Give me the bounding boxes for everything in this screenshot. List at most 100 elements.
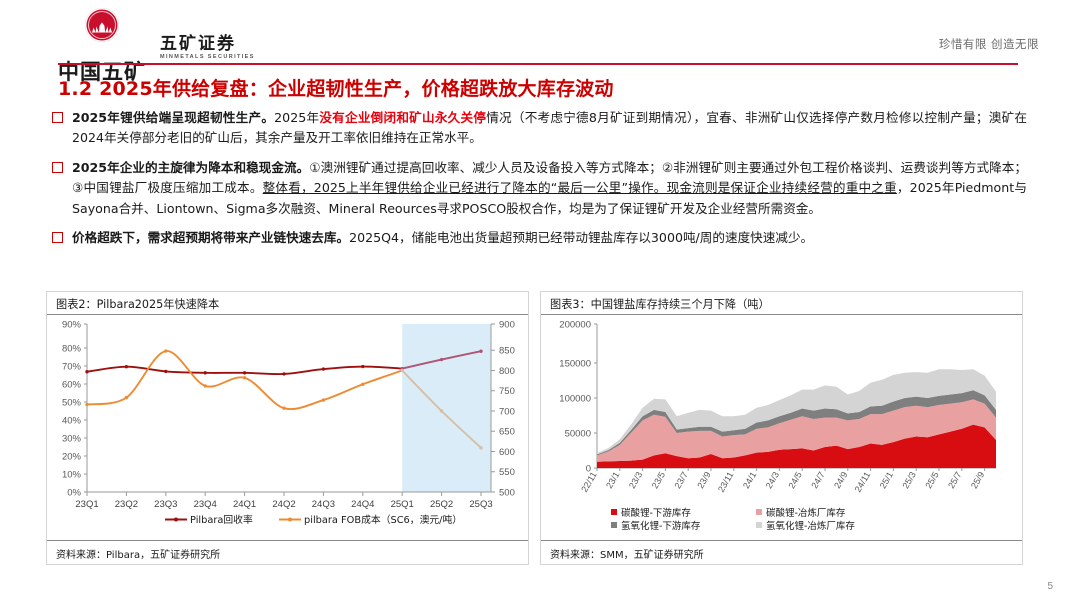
y2-axis-tick-label: 800 — [499, 366, 515, 377]
series-line-1 — [86, 350, 404, 410]
y-axis-tick-label: 50% — [62, 397, 82, 408]
y2-axis-tick-label: 750 — [499, 386, 515, 397]
bullet-text-2: 2025年企业的主旋律为降本和稳现金流。①澳洲锂矿通过提高回收率、减少人员及设备… — [72, 159, 1027, 216]
legend-label: pilbara FOB成本（SC6，澳元/吨） — [304, 513, 462, 526]
series-marker — [85, 370, 89, 374]
logo-securities-name: 五矿证券 — [160, 34, 236, 55]
series-marker — [400, 368, 404, 373]
y2-axis-tick-label: 600 — [499, 447, 515, 458]
series-marker — [124, 365, 129, 369]
bullet-text-1: 2025年锂供给端呈现超韧性生产。2025年没有企业倒闭和矿山永久关停情况（不考… — [72, 110, 1028, 146]
logo-english-name: MINMETALS SECURITIES — [160, 53, 255, 60]
x-axis-tick-label: 25/1 — [878, 470, 895, 490]
chart-source-pilbara: 资料来源：Pilbara，五矿证券研究所 — [47, 540, 528, 564]
series-marker — [321, 398, 326, 402]
y-axis-tick-label: 90% — [62, 319, 82, 330]
bullet-square-icon — [52, 161, 63, 173]
series-marker — [361, 382, 365, 386]
series-marker — [164, 369, 168, 374]
bullet-text-3: 价格超跌下，需求超预期将带来产业链快速去库。2025Q4，储能电池出货量超预期已… — [72, 229, 814, 245]
chart-plot-pilbara: 0% 10% 20% 30% 40% 50% 60% 70% 80% 90% 500 550 600 65… — [47, 316, 526, 540]
legend-swatch — [756, 509, 762, 515]
series-marker — [242, 376, 247, 380]
area-series-2 — [597, 390, 996, 456]
x-axis-tick-label: 25Q2 — [430, 499, 453, 510]
area-series-1 — [597, 399, 996, 462]
header-divider — [58, 63, 1018, 65]
legend-label: 碳酸锂-下游库存 — [621, 507, 691, 519]
y-axis-tick-label: 40% — [62, 415, 82, 426]
minmetals-emblem-icon — [85, 8, 119, 42]
chart-heading-inventory: 图表3：中国锂盐库存持续三个月下降（吨） — [541, 292, 1022, 315]
y-axis-tick-label: 200000 — [559, 319, 591, 330]
x-axis-tick-label: 24Q4 — [351, 499, 374, 510]
bullet-item-2: 2025年企业的主旋律为降本和稳现金流。①澳洲锂矿通过提高回收率、减少人员及设备… — [52, 158, 1027, 219]
series-marker — [124, 395, 129, 400]
series-marker — [361, 364, 365, 369]
legend-swatch — [611, 522, 617, 528]
x-axis-tick-label: 25Q3 — [469, 499, 492, 510]
bullet-item-3: 价格超跌下，需求超预期将带来产业链快速去库。2025Q4，储能电池出货量超预期已… — [52, 228, 1027, 248]
series-marker — [164, 349, 168, 353]
x-axis-tick-label: 25/9 — [969, 470, 986, 490]
chart-heading-pilbara: 图表2：Pilbara2025年快速降本 — [47, 292, 528, 315]
area-series-3 — [597, 369, 996, 455]
x-axis-tick-label: 25/3 — [901, 470, 918, 490]
x-axis-tick-label: 24Q2 — [272, 499, 295, 510]
y-axis-tick-label: 30% — [62, 433, 82, 444]
series-marker — [439, 409, 444, 413]
y2-axis-tick-label: 650 — [499, 427, 515, 438]
y-axis-tick-label: 150000 — [559, 358, 591, 369]
chart-plot-inventory: 0 50000 100000 150000 200000 22/11 23/1 23/3 23/… — [541, 316, 1020, 540]
x-axis-tick-label: 22/11 — [579, 470, 599, 494]
x-axis-tick-label: 23/5 — [650, 470, 667, 490]
bullet-square-icon — [52, 112, 63, 123]
x-axis-tick-label: 25Q1 — [391, 499, 414, 510]
x-axis-tick-label: 23Q2 — [115, 499, 138, 510]
y-axis-tick-label: 0% — [67, 487, 81, 498]
x-axis-tick-label: 24/11 — [853, 470, 873, 494]
pilbara-line-chart: 0% 10% 20% 30% 40% 50% 60% 70% 80% 90% 500 550 600 65… — [62, 319, 515, 526]
y2-axis-tick-label: 550 — [499, 467, 515, 478]
series-marker — [282, 372, 286, 376]
y-axis-tick-label: 0 — [586, 463, 591, 474]
x-axis-tick-label: 23Q4 — [194, 499, 217, 510]
x-axis-tick-label: 24Q1 — [233, 499, 256, 510]
series-marker — [203, 371, 207, 375]
x-axis-tick-label: 24/3 — [764, 470, 781, 490]
series-marker — [479, 349, 483, 353]
x-axis-tick-label: 23/7 — [673, 470, 690, 490]
y-axis-tick-label: 60% — [62, 379, 82, 390]
x-axis-tick-label: 24/7 — [809, 470, 826, 490]
y-axis-tick-label: 20% — [62, 451, 82, 462]
page-number: 5 — [1047, 581, 1053, 592]
area-series-0 — [597, 424, 996, 468]
chart-panel-inventory: 图表3：中国锂盐库存持续三个月下降（吨） 0 50000 100000 150000 2… — [540, 291, 1023, 565]
y2-axis-tick-label: 900 — [499, 319, 515, 330]
bullet-item-1: 2025年锂供给端呈现超韧性生产。2025年没有企业倒闭和矿山永久关停情况（不考… — [52, 108, 1027, 149]
series-marker — [321, 367, 326, 371]
x-axis-tick-label: 25/5 — [923, 470, 940, 490]
bullet-square-icon — [52, 231, 63, 243]
x-axis-tick-label: 23/9 — [695, 470, 712, 490]
slide-header: 中国五矿 五矿证券 MINMETALS SECURITIES 珍惜有限 创造无限 — [0, 0, 1067, 84]
chart-panel-pilbara: 图表2：Pilbara2025年快速降本 0% 10% 20% 30% 40% 50% 60… — [46, 291, 529, 565]
x-axis-tick-label: 24/9 — [832, 470, 849, 490]
series-marker — [85, 402, 89, 407]
series-marker — [203, 384, 207, 388]
y-axis-tick-label: 100000 — [559, 393, 591, 404]
x-axis-tick-label: 24Q3 — [312, 499, 335, 510]
forecast-shade-region — [402, 324, 491, 492]
header-slogan: 珍惜有限 创造无限 — [938, 37, 1039, 51]
legend-label: 氢氧化锂-冶炼厂库存 — [766, 520, 855, 532]
y-axis-tick-label: 80% — [62, 343, 82, 354]
x-axis-tick-label: 24/1 — [741, 470, 758, 490]
y2-axis-tick-label: 500 — [499, 487, 515, 498]
legend-swatch — [756, 522, 762, 528]
x-axis-tick-label: 23/3 — [627, 470, 644, 490]
y2-axis-tick-label: 700 — [499, 406, 515, 417]
legend-swatch — [611, 509, 617, 515]
x-axis-tick-label: 25/7 — [946, 470, 963, 490]
series-marker — [282, 406, 286, 410]
bullet-list: 2025年锂供给端呈现超韧性生产。2025年没有企业倒闭和矿山永久关停情况（不考… — [52, 108, 1027, 257]
